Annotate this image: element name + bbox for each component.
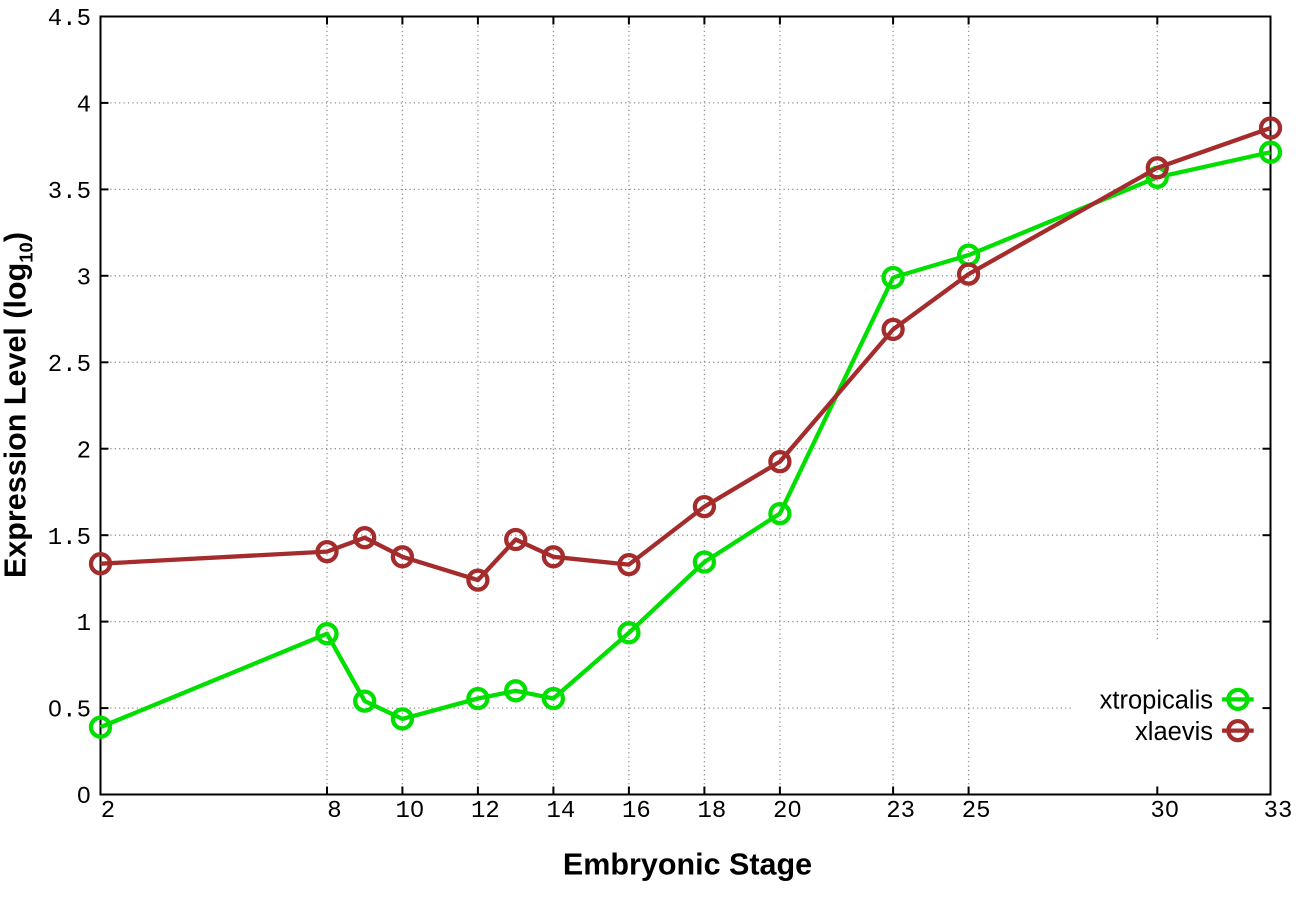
svg-text:Embryonic Stage: Embryonic Stage [563,848,812,882]
svg-text:3: 3 [77,265,91,292]
svg-text:1: 1 [77,611,91,638]
svg-text:23: 23 [886,798,915,825]
svg-text:20: 20 [773,798,802,825]
svg-text:3.5: 3.5 [48,179,91,206]
svg-text:2.5: 2.5 [48,352,91,379]
svg-text:xlaevis: xlaevis [1135,718,1213,746]
svg-text:18: 18 [697,798,726,825]
svg-text:Expression Level (log10): Expression Level (log10) [0,232,37,578]
svg-text:2: 2 [77,438,91,465]
svg-text:30: 30 [1150,798,1179,825]
svg-text:1.5: 1.5 [48,525,91,552]
svg-text:33: 33 [1264,798,1293,825]
svg-text:8: 8 [327,798,341,825]
svg-text:4.5: 4.5 [48,6,91,33]
svg-text:0.5: 0.5 [48,698,91,725]
svg-text:4: 4 [77,93,91,120]
svg-text:0: 0 [77,784,91,811]
svg-text:10: 10 [395,798,424,825]
svg-text:12: 12 [471,798,500,825]
svg-text:25: 25 [962,798,991,825]
svg-text:14: 14 [546,798,575,825]
svg-text:2: 2 [101,798,115,825]
svg-text:xtropicalis: xtropicalis [1100,687,1213,715]
svg-text:16: 16 [622,798,651,825]
